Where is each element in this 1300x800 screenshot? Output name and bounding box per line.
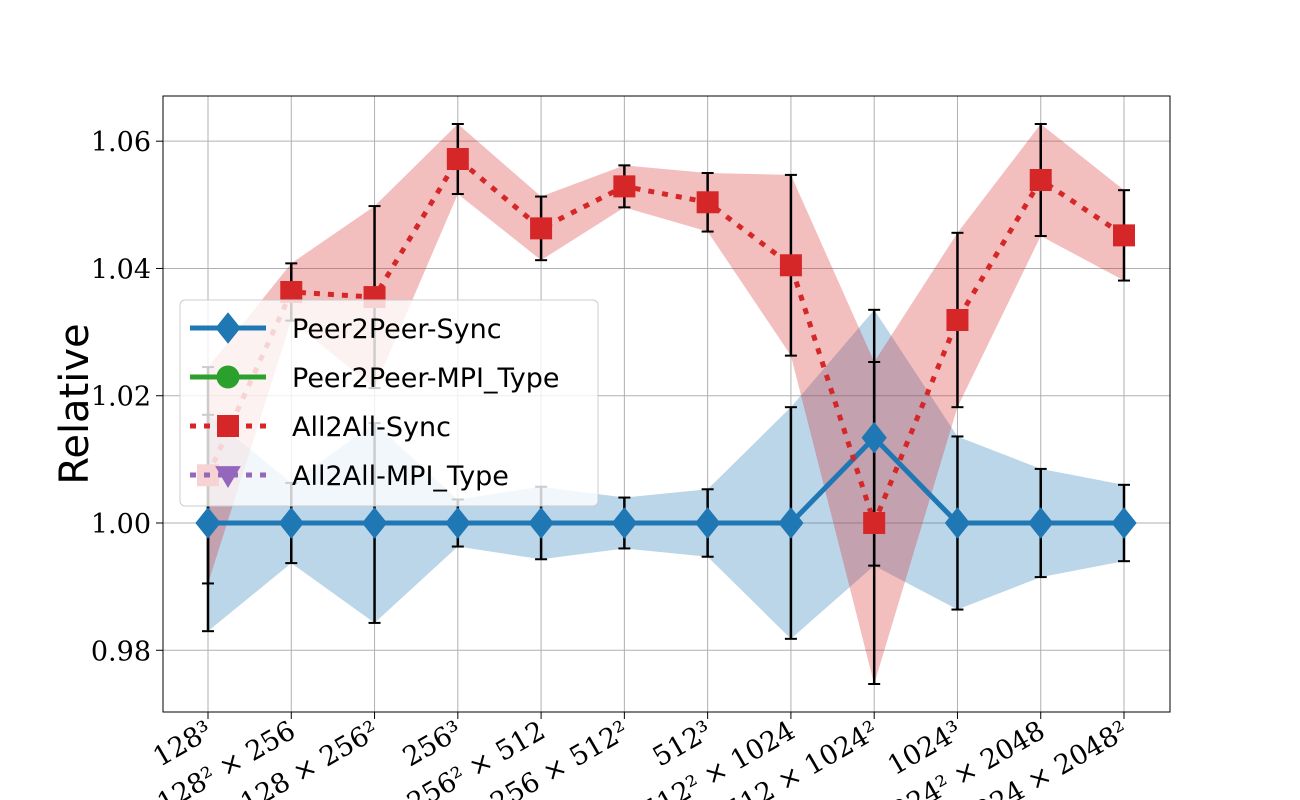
error-band xyxy=(208,124,1124,684)
y-tick-label: 0.98 xyxy=(91,636,151,667)
data-point xyxy=(445,507,471,539)
data-point xyxy=(446,148,469,170)
plot-frame xyxy=(162,95,1171,713)
y-tick-label: 1.04 xyxy=(91,254,151,285)
series-line xyxy=(205,155,1126,531)
data-point xyxy=(863,512,886,534)
y-tick-label: 1.06 xyxy=(91,127,151,158)
data-point xyxy=(778,507,804,539)
data-point xyxy=(944,507,971,539)
series-line xyxy=(208,434,1124,526)
legend-label: Peer2Peer-Sync xyxy=(292,314,502,345)
legend: Peer2Peer-Sync Peer2Peer-MPI_Type All2All-… xyxy=(179,299,599,507)
legend-marker xyxy=(215,312,241,344)
data-point xyxy=(861,421,887,454)
data-point xyxy=(278,507,304,539)
data-point xyxy=(530,217,553,240)
data-point xyxy=(1029,169,1052,191)
error-band xyxy=(208,309,1124,639)
data-point xyxy=(1113,224,1135,247)
legend-label: All2All-Sync xyxy=(292,412,451,443)
y-axis-label: Relative xyxy=(52,323,98,484)
legend-marker xyxy=(215,466,241,488)
data-point xyxy=(946,309,969,331)
data-point xyxy=(361,507,388,539)
data-point xyxy=(1028,507,1054,539)
data-point xyxy=(280,281,303,303)
legend-marker xyxy=(217,415,239,437)
data-point xyxy=(613,175,636,198)
legend-label: All2All-MPI_Type xyxy=(292,461,509,492)
data-point xyxy=(696,191,719,214)
data-point xyxy=(195,507,221,539)
legend-marker xyxy=(216,365,240,389)
legend-box xyxy=(179,299,599,507)
legend-label: Peer2Peer-MPI_Type xyxy=(292,363,560,394)
data-point xyxy=(611,507,638,539)
data-point xyxy=(1111,507,1137,539)
y-tick-label: 1.00 xyxy=(91,509,151,540)
data-point xyxy=(694,507,721,539)
y-tick-label: 1.02 xyxy=(91,382,151,413)
data-point xyxy=(528,507,554,539)
data-point xyxy=(779,254,802,277)
